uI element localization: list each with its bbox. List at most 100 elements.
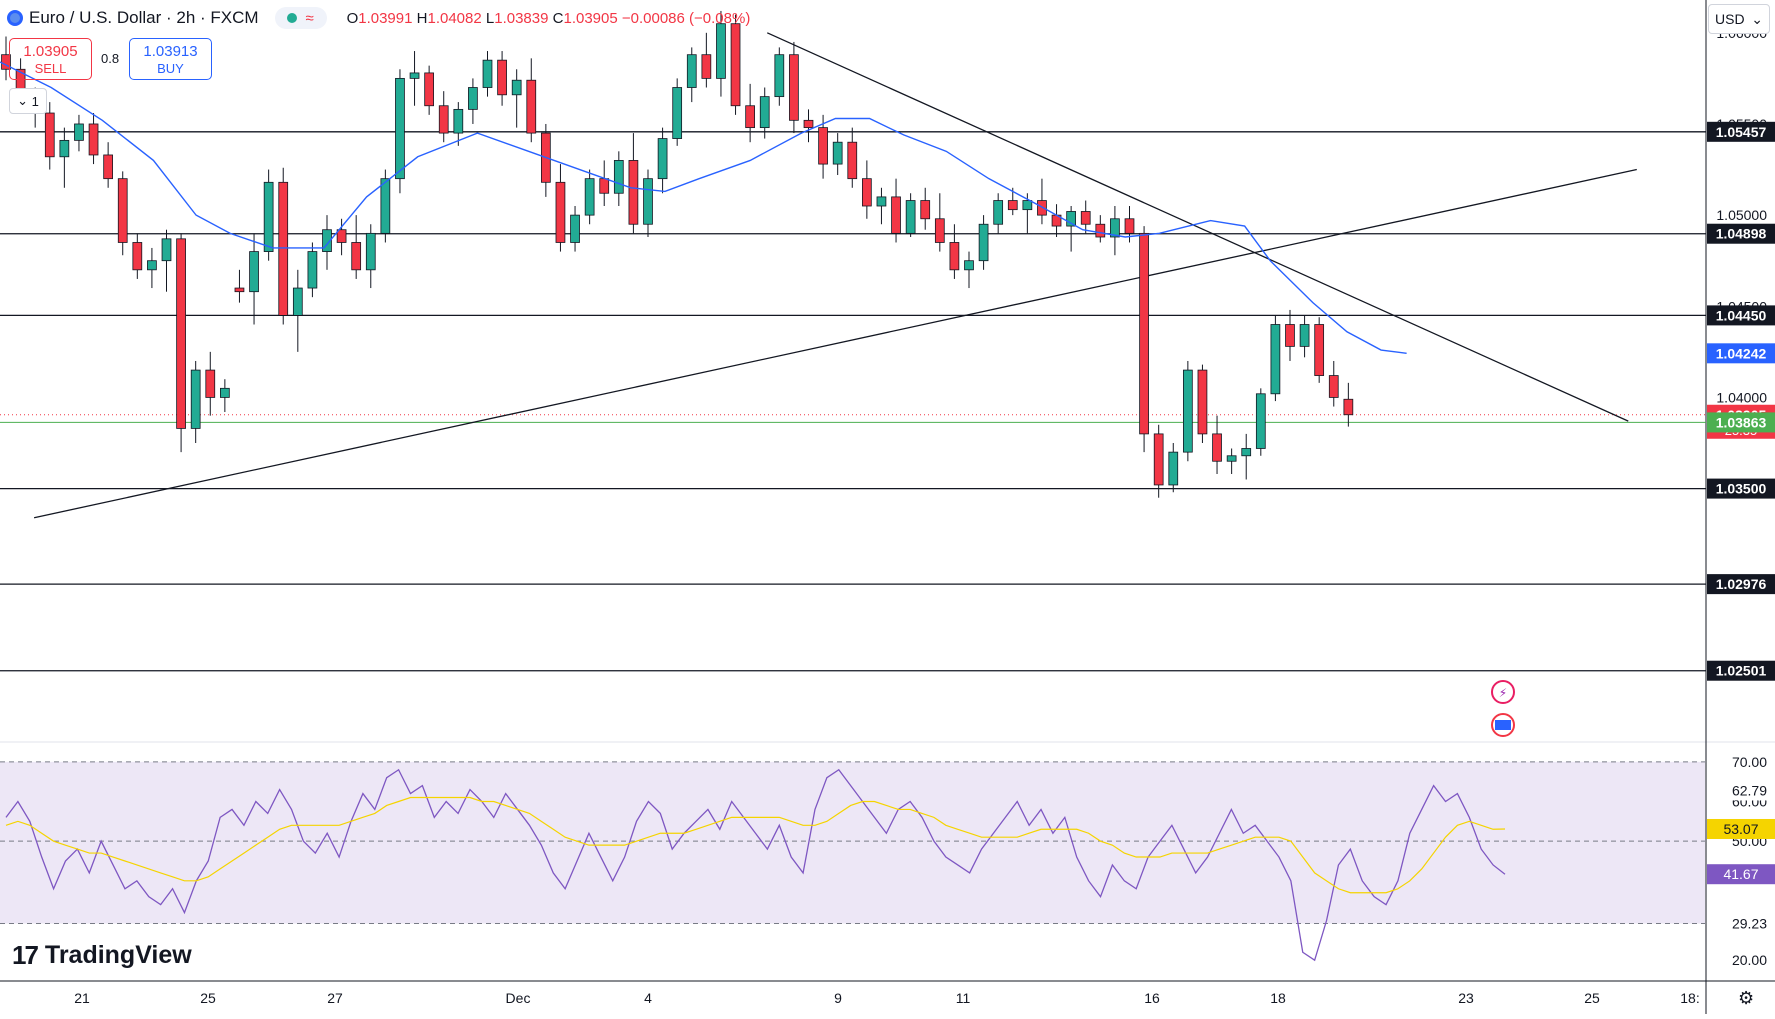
- rsi-label-text: 29.23: [1732, 916, 1767, 932]
- fxcm-logo-icon: [7, 10, 23, 26]
- currency-value: USD: [1715, 11, 1745, 27]
- candle-body: [643, 178, 653, 225]
- chevron-down-icon: ⌄: [17, 93, 29, 108]
- candle-body: [147, 260, 157, 271]
- rsi-label-box: [1707, 913, 1775, 934]
- tradingview-logo[interactable]: 17 TradingView: [12, 940, 192, 971]
- price-label-box: [1707, 343, 1775, 364]
- candle-body: [292, 287, 303, 316]
- candle-body: [628, 160, 639, 225]
- candle-body: [861, 178, 872, 207]
- low-label: L: [485, 9, 495, 27]
- symbol-title[interactable]: Euro / U.S. Dollar · 2h · FXCM: [29, 8, 259, 27]
- candle-body: [278, 181, 289, 316]
- time-axis-tick: 27: [327, 990, 343, 1006]
- change-value: −0.00086 (−0.08%): [621, 9, 751, 27]
- time-axis-tick: 16: [1144, 990, 1160, 1006]
- candle-body: [847, 141, 858, 180]
- candle-body: [526, 79, 537, 134]
- candle-body: [1241, 448, 1252, 457]
- candle-body: [1080, 211, 1091, 225]
- collapse-toggle-button[interactable]: ⌄ 1: [9, 88, 47, 114]
- candle-body: [176, 238, 186, 429]
- candle-body: [876, 196, 887, 207]
- price-label-text: 1.04898: [1716, 226, 1767, 242]
- wave-icon: ≈: [305, 9, 314, 27]
- candle-body: [891, 196, 901, 234]
- price-label-text: 1.05457: [1716, 124, 1767, 140]
- candle-body: [88, 123, 99, 156]
- sell-label: SELL: [34, 61, 67, 76]
- candle-body: [497, 59, 507, 96]
- market-status-badge[interactable]: ≈: [274, 7, 327, 29]
- candle-body: [1212, 433, 1222, 462]
- candle-body: [103, 154, 113, 180]
- chart-header: Euro / U.S. Dollar · 2h · FXCM ≈ O1.0399…: [0, 0, 750, 36]
- time-axis-tick: 18: [1270, 990, 1286, 1006]
- candle-body: [336, 229, 347, 243]
- time-axis-tick: 21: [74, 990, 90, 1006]
- candle-body: [1110, 218, 1120, 238]
- candle-body: [701, 54, 712, 79]
- candle-body: [234, 287, 245, 293]
- high-value: 1.04082: [427, 9, 482, 27]
- rsi-band: [0, 761, 1705, 924]
- time-axis-tick: 4: [644, 990, 652, 1006]
- market-open-icon: [287, 13, 298, 23]
- candle-body: [1328, 375, 1339, 398]
- price-label-box: [1707, 412, 1775, 433]
- candle-body: [949, 242, 960, 271]
- candle-body: [1285, 324, 1295, 347]
- candle-body: [774, 54, 785, 98]
- candle-body: [1314, 324, 1325, 376]
- rsi-line: [5, 768, 1506, 962]
- candle-body: [409, 72, 420, 79]
- price-label-box: [1707, 121, 1775, 142]
- candle-body: [1226, 455, 1237, 462]
- price-axis-tick: 1.04000: [1716, 389, 1767, 405]
- rsi-axis-tick: 70.00: [1732, 754, 1767, 770]
- moving-average-line: [0, 61, 1407, 355]
- candle-body: [1066, 211, 1076, 227]
- candle-body: [1197, 369, 1208, 435]
- time-axis-tick: 25: [1584, 990, 1600, 1006]
- time-axis-tick: 25: [200, 990, 216, 1006]
- candle-body: [905, 200, 916, 234]
- price-label-text: 1.04242: [1716, 345, 1767, 361]
- candle-body: [220, 387, 230, 398]
- price-label-text: 1.04450: [1716, 307, 1767, 323]
- close-value: 1.03905: [563, 9, 618, 27]
- candle-body: [672, 87, 683, 139]
- candle-body: [920, 200, 931, 220]
- sell-button[interactable]: 1.03905 SELL: [9, 38, 92, 80]
- candle-body: [205, 369, 216, 398]
- rsi-label-text: 41.67: [1723, 866, 1758, 882]
- settings-gear-icon[interactable]: ⚙: [1738, 988, 1755, 1008]
- price-label-box: [1707, 223, 1775, 244]
- candle-body: [117, 178, 128, 243]
- earnings-event-icon: [1491, 680, 1515, 704]
- candle-body: [730, 23, 741, 107]
- candle-body: [686, 54, 697, 88]
- candle-body: [307, 251, 318, 289]
- candle-body: [599, 178, 610, 194]
- time-axis-tick: 11: [956, 990, 971, 1006]
- candle-body: [1007, 200, 1018, 211]
- candle-body: [934, 218, 945, 243]
- candle-body: [759, 96, 770, 129]
- candle-body: [249, 251, 259, 293]
- buy-button[interactable]: 1.03913 BUY: [129, 38, 212, 80]
- candle-body: [511, 79, 522, 96]
- flag-stripe-icon: [1495, 720, 1511, 730]
- brand-name: TradingView: [44, 941, 192, 969]
- currency-select[interactable]: USD ⌄: [1708, 4, 1770, 34]
- candle-body: [1022, 200, 1033, 211]
- candle-body: [424, 72, 434, 107]
- open-value: 1.03991: [358, 9, 413, 27]
- rsi-label-text: 62.79: [1732, 782, 1767, 798]
- time-axis-tick: Dec: [506, 990, 531, 1006]
- candle-body: [74, 123, 84, 141]
- price-axis-tick: 1.05000: [1716, 207, 1767, 223]
